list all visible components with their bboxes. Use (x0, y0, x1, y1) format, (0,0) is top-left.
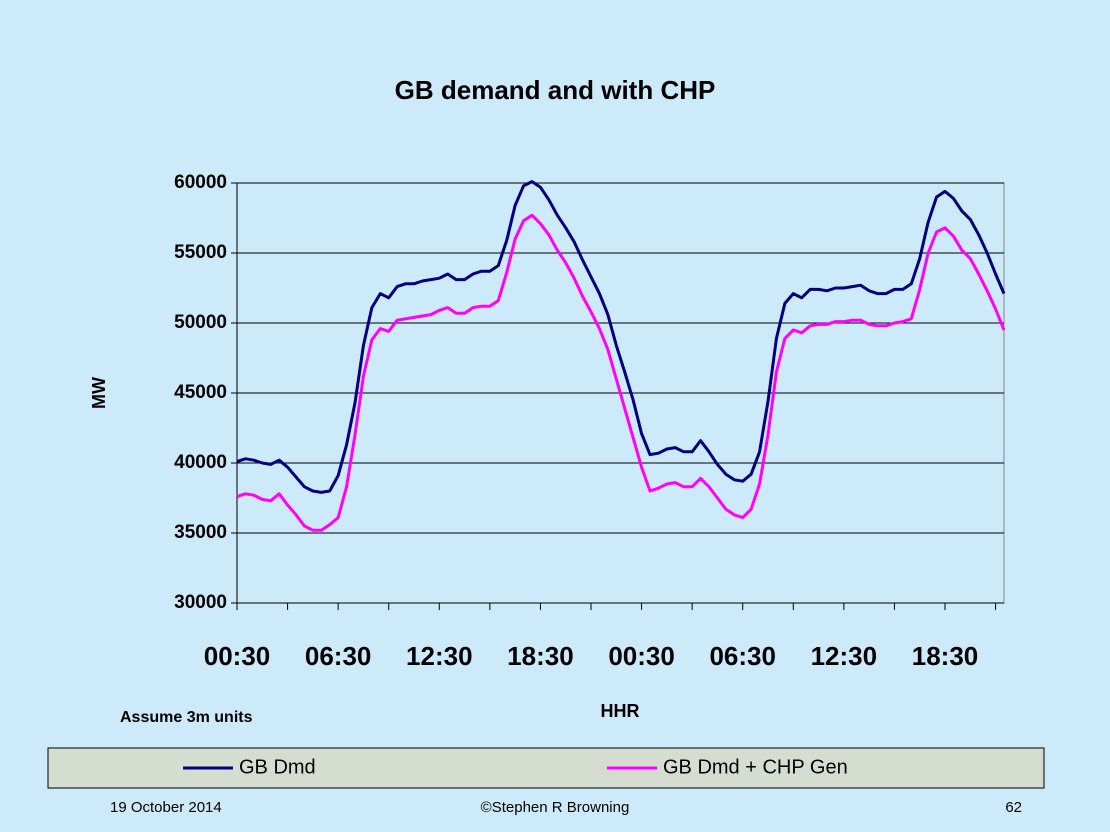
chart-title: GB demand and with CHP (395, 75, 716, 105)
x-tick-label: 06:30 (305, 641, 372, 671)
series-line (236, 213, 1006, 532)
x-tick-label: 12:30 (811, 641, 878, 671)
x-tick-label: 18:30 (507, 641, 574, 671)
annotation: Assume 3m units (120, 709, 253, 726)
y-tick-label: 45000 (174, 382, 227, 403)
y-tick-label: 35000 (174, 522, 227, 543)
legend-label: GB Dmd + CHP Gen (663, 756, 848, 778)
x-tick-label: 00:30 (608, 641, 675, 671)
footer-author: ©Stephen R Browning (481, 799, 630, 816)
x-tick-label: 06:30 (709, 641, 776, 671)
footer-page: 62 (1005, 799, 1022, 816)
y-tick-label: 40000 (174, 452, 227, 473)
legend-label: GB Dmd (239, 756, 316, 778)
x-axis-label: HHR (601, 701, 640, 721)
x-tick-label: 00:30 (204, 641, 271, 671)
y-axis-label: MW (89, 377, 109, 409)
footer-date: 19 October 2014 (110, 799, 222, 816)
y-tick-label: 50000 (174, 312, 227, 333)
series-line (236, 180, 1006, 494)
y-tick-label: 30000 (174, 592, 227, 613)
x-tick-label: 18:30 (912, 641, 979, 671)
x-tick-label: 12:30 (406, 641, 473, 671)
y-tick-label: 60000 (174, 172, 227, 193)
y-tick-label: 55000 (174, 242, 227, 263)
